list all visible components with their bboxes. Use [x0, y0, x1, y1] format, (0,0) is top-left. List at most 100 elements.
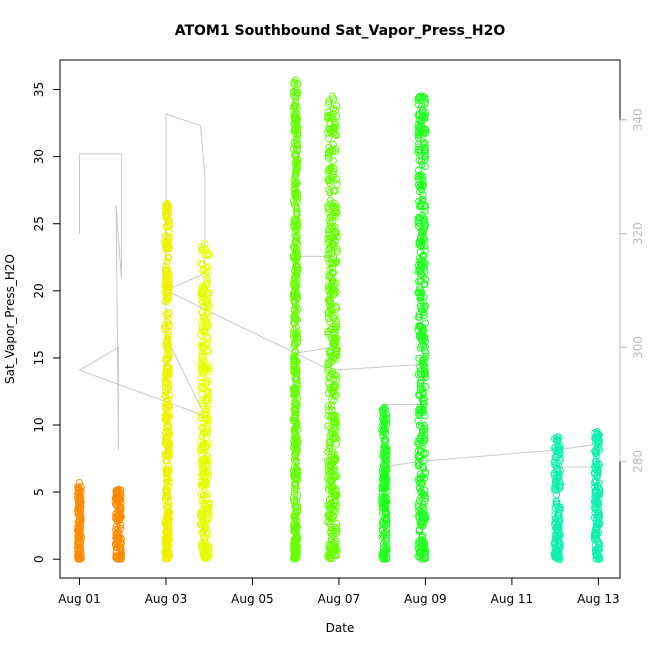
data-point: [414, 417, 422, 425]
data-point: [420, 252, 428, 260]
data-point: [76, 526, 84, 534]
data-point: [202, 443, 211, 452]
data-point: [293, 437, 301, 445]
data-point: [380, 480, 388, 488]
data-point: [326, 507, 334, 515]
data-point: [325, 250, 333, 259]
x-axis: Aug 01 Aug 03 Aug 05 Aug 07 Aug 09 Aug 11 Aug …: [58, 577, 620, 606]
data-point: [591, 476, 600, 484]
data-point: [293, 164, 302, 172]
y-tick-label: 10: [32, 417, 46, 432]
data-point: [198, 309, 206, 317]
data-point: [332, 334, 341, 343]
data-point: [292, 278, 300, 287]
data-point-max: [163, 199, 171, 208]
data-point: [165, 447, 173, 455]
data-point: [326, 437, 334, 445]
data-point: [164, 288, 173, 297]
data-point: [163, 245, 172, 253]
data-point: [327, 532, 336, 541]
data-point: [164, 527, 173, 535]
data-point: [414, 111, 422, 119]
data-point: [555, 446, 563, 454]
point-cluster-9: [590, 428, 604, 563]
data-point: [329, 277, 337, 285]
data-point: [204, 415, 213, 423]
data-point: [379, 408, 387, 417]
data-point: [325, 287, 333, 295]
data-point: [421, 412, 429, 420]
data-point: [331, 423, 339, 432]
data-point: [552, 472, 561, 480]
data-point: [292, 392, 300, 400]
data-point: [330, 473, 339, 482]
data-point: [330, 381, 338, 389]
x-tick-label: Aug 03: [145, 592, 188, 606]
data-point: [290, 456, 299, 464]
data-point: [164, 498, 172, 507]
data-point: [117, 552, 125, 561]
data-point: [332, 440, 340, 448]
data-point: [381, 484, 389, 492]
data-point: [592, 524, 600, 532]
x-tick-label: Aug 05: [231, 592, 274, 606]
data-point: [163, 277, 171, 285]
data-point: [381, 424, 389, 433]
data-point: [592, 550, 600, 558]
data-point: [164, 493, 172, 501]
data-point: [332, 434, 341, 443]
data-point: [328, 240, 337, 249]
data-point: [592, 452, 600, 460]
data-point: [165, 222, 173, 231]
data-point: [325, 97, 333, 105]
data-point: [198, 423, 207, 431]
data-point: [327, 288, 335, 296]
data-point: [204, 300, 212, 308]
data-point: [74, 553, 82, 561]
data-point: [292, 497, 301, 505]
y-tick-label: 35: [32, 82, 46, 97]
chart-title: ATOM1 Southbound Sat_Vapor_Press_H2O: [175, 23, 506, 39]
data-point: [294, 328, 302, 336]
data-point-max: [593, 428, 601, 436]
data-point: [292, 171, 300, 180]
data-point: [292, 117, 300, 125]
data-point: [324, 238, 333, 247]
data-point: [290, 78, 298, 87]
data-point: [416, 294, 424, 302]
data-point: [163, 414, 171, 423]
data-point: [420, 311, 428, 319]
data-points: [74, 76, 604, 563]
y-axis-label: Sat_Vapor_Press_H2O: [3, 254, 17, 384]
data-point: [419, 195, 427, 203]
data-point: [416, 330, 425, 338]
data-point: [290, 353, 298, 361]
data-point: [200, 385, 208, 393]
data-point: [201, 455, 210, 463]
data-point: [292, 384, 300, 392]
data-point: [290, 105, 298, 114]
data-point: [326, 242, 335, 250]
data-point: [162, 485, 170, 493]
data-point: [415, 240, 423, 248]
data-point: [379, 504, 387, 512]
data-point: [291, 451, 299, 459]
data-point-max: [114, 485, 123, 494]
data-point: [415, 313, 424, 321]
data-point: [198, 396, 206, 404]
data-point: [324, 330, 333, 338]
data-point: [592, 449, 600, 458]
data-point: [292, 330, 300, 339]
data-point: [324, 235, 333, 244]
data-point: [419, 181, 427, 189]
data-point: [204, 469, 212, 477]
data-point: [380, 448, 388, 456]
data-point: [421, 247, 429, 255]
data-point: [325, 373, 333, 381]
y-tick-label: 15: [32, 350, 46, 365]
data-point: [420, 421, 428, 429]
data-point: [415, 197, 423, 206]
data-point: [200, 327, 208, 335]
data-point: [197, 383, 205, 392]
data-point: [290, 442, 299, 450]
